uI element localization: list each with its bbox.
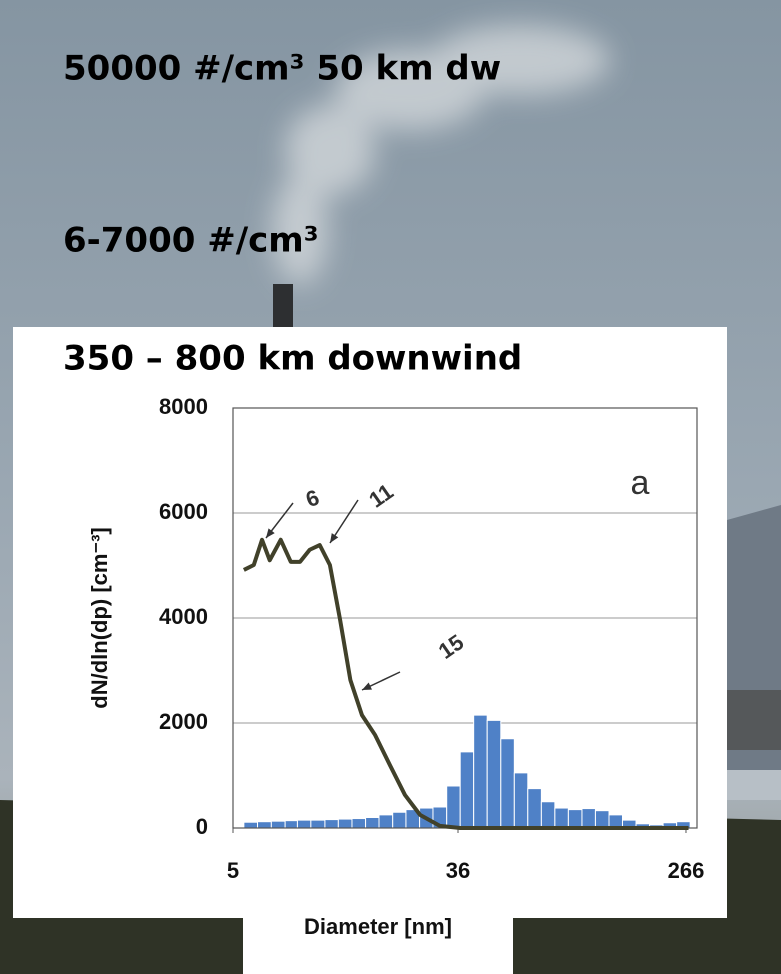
slide-text: 6-7000 #/cm³ [63,221,319,261]
histogram-bar [473,714,488,829]
histogram-bar [486,719,502,829]
histogram-bar [257,821,272,829]
y-tick-label: 4000 [159,604,208,629]
histogram-bar [594,810,610,829]
annotation-arrowhead [362,682,372,690]
histogram-bar [337,818,353,829]
x-tick-label: 266 [668,858,705,883]
water [727,770,781,800]
histogram-bar [351,818,367,829]
histogram-bar [513,772,529,829]
histogram-bar [446,785,461,829]
y-tick-label: 0 [196,814,208,839]
y-axis-label: dN/dln(dp) [cm⁻³] [87,527,112,708]
chimney [273,284,293,334]
histogram-bar [500,738,515,829]
histogram-bar [270,820,286,829]
slide-text: 50000 #/cm³ 50 km dw [63,49,501,89]
histogram-bar [554,807,569,829]
annotation-arrowhead [330,533,339,543]
xlabel-panel [243,900,513,974]
histogram-bar [243,821,259,829]
chart-title: 350 – 800 km downwind [63,339,522,379]
histogram-bar [310,819,326,829]
x-axis-label: Diameter [nm] [304,914,452,939]
histogram-bar [527,788,542,829]
smoke-plume [272,25,610,285]
histogram-bar [324,819,339,829]
histogram-bar [284,820,298,829]
histogram-bar [581,808,596,829]
histogram-bar [540,801,556,829]
histogram-bar [567,809,583,829]
annotation: a [631,464,650,502]
histogram-bar [365,817,380,829]
x-tick-label: 5 [227,858,239,883]
y-tick-label: 2000 [159,709,208,734]
histogram-bar [296,819,312,829]
y-tick-label: 6000 [159,499,208,524]
histogram-bar [392,811,407,829]
size-curve [242,537,689,830]
y-tick-label: 8000 [159,394,208,419]
histogram-bar [459,751,475,829]
annotation-arrowhead [266,528,275,538]
industry [727,690,781,750]
x-tick-label: 36 [446,858,470,883]
histogram-bar [378,814,394,829]
